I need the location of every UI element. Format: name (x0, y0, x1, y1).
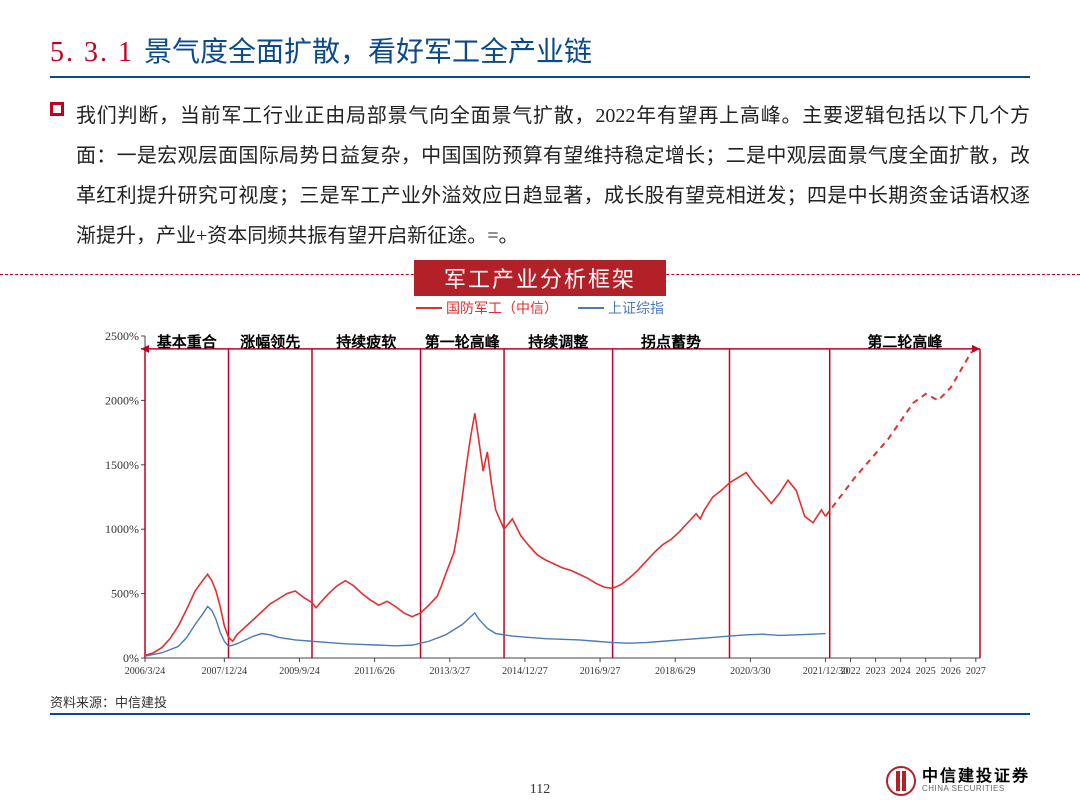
phase-label: 涨幅领先 (240, 331, 300, 352)
logo-icon (886, 766, 916, 796)
svg-text:2027: 2027 (966, 666, 986, 677)
svg-text:2009/9/24: 2009/9/24 (279, 666, 320, 677)
svg-text:2022: 2022 (841, 666, 861, 677)
svg-text:2024: 2024 (891, 666, 911, 677)
svg-text:2016/9/27: 2016/9/27 (580, 666, 621, 677)
legend-item: 上证综指 (578, 298, 664, 318)
phase-label: 基本重合 (157, 331, 217, 352)
body-paragraph: 我们判断，当前军工行业正由局部景气向全面景气扩散，2022年有望再上高峰。主要逻… (76, 96, 1030, 256)
line-chart: 0% 500% 1000% 1500% 2000% 2500% 2006/3/24 2007/… (90, 318, 990, 688)
svg-text:2000%: 2000% (105, 393, 139, 407)
phase-label: 第一轮高峰 (425, 331, 500, 352)
svg-text:0%: 0% (123, 651, 139, 665)
phase-label: 持续调整 (528, 331, 588, 352)
svg-text:2007/12/24: 2007/12/24 (202, 666, 248, 677)
logo-cn: 中信建投证券 (922, 769, 1030, 785)
phase-label: 持续疲软 (336, 331, 396, 352)
chart-legend: 国防军工（中信） 上证综指 (50, 298, 1030, 318)
svg-text:1000%: 1000% (105, 522, 139, 536)
svg-text:2018/6/29: 2018/6/29 (655, 666, 696, 677)
logo-en: CHINA SECURITIES (922, 785, 1030, 793)
source-text: 资料来源：中信建投 (50, 692, 1030, 715)
phase-label: 拐点蓄势 (641, 331, 701, 352)
svg-text:2011/6/26: 2011/6/26 (355, 666, 395, 677)
legend-item: 国防军工（中信） (416, 298, 558, 318)
title-text: 景气度全面扩散，看好军工全产业链 (144, 30, 592, 70)
body-paragraph-block: 我们判断，当前军工行业正由局部景气向全面景气扩散，2022年有望再上高峰。主要逻… (50, 96, 1030, 256)
page-number: 112 (530, 782, 550, 798)
svg-text:500%: 500% (111, 587, 139, 601)
svg-text:2020/3/30: 2020/3/30 (730, 666, 771, 677)
brand-logo: 中信建投证券 CHINA SECURITIES (886, 766, 1030, 796)
section-title: 5. 3. 1 景气度全面扩散，看好军工全产业链 (50, 30, 1030, 78)
svg-text:2500%: 2500% (105, 329, 139, 343)
svg-text:1500%: 1500% (105, 458, 139, 472)
svg-text:2025: 2025 (916, 666, 936, 677)
chart-banner: 军工产业分析框架 (414, 260, 666, 296)
svg-text:2006/3/24: 2006/3/24 (125, 666, 166, 677)
title-number: 5. 3. 1 (50, 37, 134, 69)
phase-label: 第二轮高峰 (867, 331, 942, 352)
svg-text:2026: 2026 (941, 666, 961, 677)
svg-text:2014/12/27: 2014/12/27 (502, 666, 548, 677)
svg-text:2023: 2023 (866, 666, 886, 677)
svg-text:2013/3/27: 2013/3/27 (429, 666, 470, 677)
bullet-icon (50, 102, 64, 116)
chart-header: 军工产业分析框架 (50, 260, 1030, 296)
